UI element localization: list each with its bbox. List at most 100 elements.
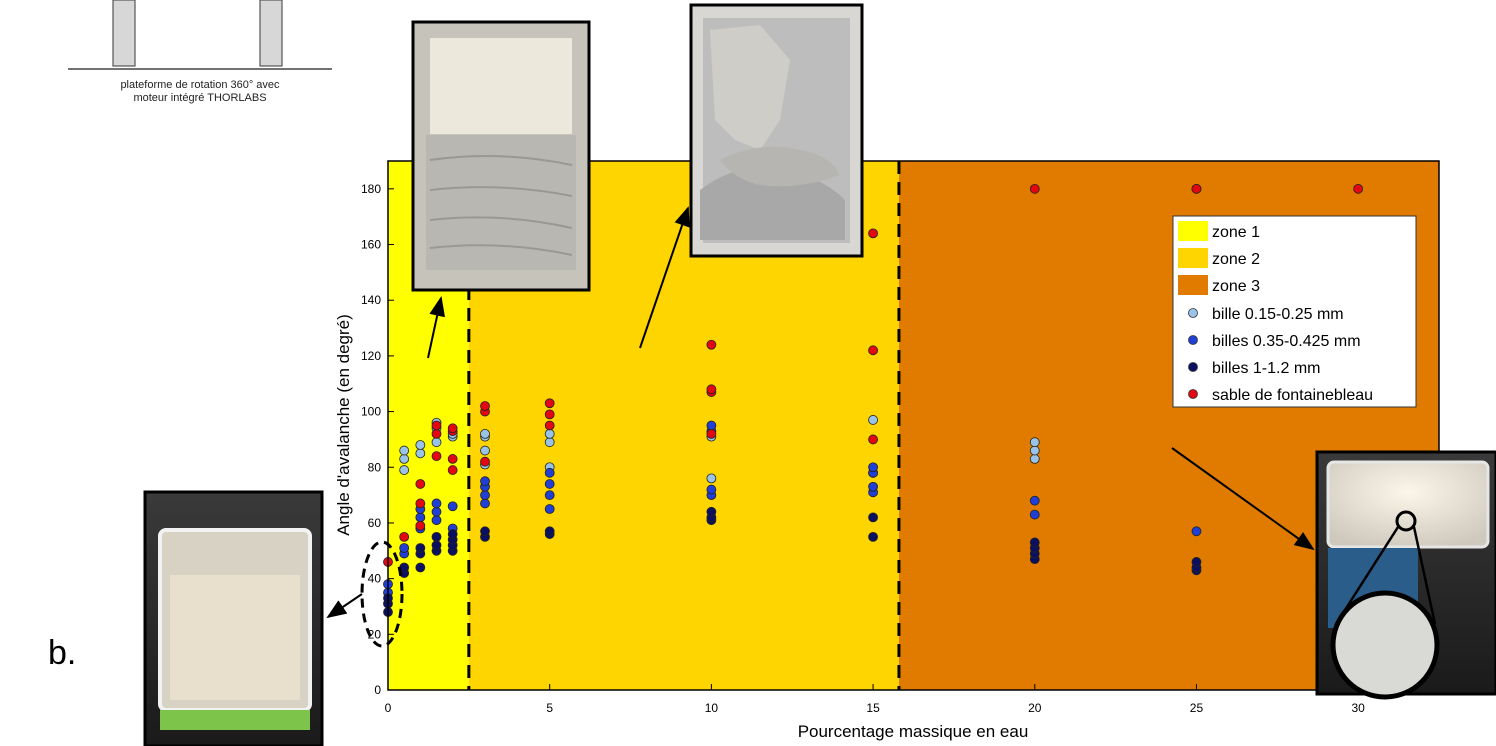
zoom-circle-large (1330, 590, 1440, 700)
point-sable (868, 434, 878, 445)
legend-swatch-zone2 (1178, 248, 1208, 268)
point-billes-1 (415, 562, 426, 573)
plot-frame (387, 160, 1440, 691)
x-tick-label: 10 (705, 701, 719, 715)
point-billes-035 (868, 481, 878, 492)
x-tick-label: 0 (385, 701, 392, 715)
point-billes-035 (1191, 526, 1202, 537)
rotation-platform-sketch (68, 0, 332, 70)
point-billes-035 (399, 543, 410, 553)
point-billes-1 (1029, 537, 1040, 548)
point-bille-015 (706, 473, 717, 484)
caption-line-2: moteur intégré THORLABS (133, 92, 267, 104)
point-sable (544, 409, 555, 420)
point-sable (480, 401, 490, 411)
apparatus-caption: plateforme de rotation 360° avec moteur … (70, 79, 330, 105)
legend-marker-billes-035 (1188, 335, 1198, 345)
point-billes-1 (431, 531, 442, 542)
arrow-to-zone1-photo (427, 296, 446, 359)
x-tick-label: 5 (546, 701, 553, 715)
legend: zone 1 zone 2 zone 3 bille 0.15-0.25 mm … (1172, 215, 1417, 408)
legend-swatch-zone1 (1178, 221, 1208, 241)
x-tick-label: 15 (866, 701, 880, 715)
y-tick-label: 20 (368, 627, 382, 641)
point-sable (1191, 183, 1202, 194)
point-billes-035 (544, 467, 555, 478)
point-billes-1 (1191, 557, 1202, 567)
legend-label-zone3: zone 3 (1212, 278, 1260, 295)
point-sable (706, 339, 717, 350)
point-billes-035 (431, 498, 442, 509)
y-tick-label: 0 (374, 683, 381, 697)
data-points (383, 183, 1364, 617)
point-billes-1 (431, 540, 442, 551)
point-billes-035 (1029, 509, 1040, 520)
y-axis-label: Angle d'avalanche (en degré) (334, 314, 353, 536)
platform-leg-left (112, 0, 136, 67)
photo-zone3-box-with-zoom (1315, 450, 1496, 700)
point-bille-015 (399, 445, 410, 456)
point-billes-035 (544, 490, 555, 501)
point-sable (1029, 183, 1040, 194)
point-billes-1 (480, 526, 490, 537)
point-sable (447, 465, 458, 475)
point-bille-015 (480, 445, 490, 456)
point-bille-015 (415, 448, 426, 459)
arrow-to-zone2-photo (639, 206, 690, 349)
point-bille-015 (399, 454, 410, 464)
point-sable (431, 428, 442, 439)
x-axis-ticks: 0 5 10 15 20 25 30 (385, 684, 1365, 715)
point-sable (399, 531, 410, 542)
y-tick-label: 140 (361, 293, 381, 307)
x-axis-label: Pourcentage massique en eau (798, 722, 1029, 741)
arrow-to-dry-photo (326, 593, 363, 619)
legend-label-zone2: zone 2 (1212, 251, 1260, 268)
point-sable (447, 454, 458, 464)
point-billes-035 (447, 501, 458, 512)
caption-line-1: plateforme de rotation 360° avec (120, 79, 280, 91)
point-billes-1 (868, 531, 878, 542)
point-bille-015 (544, 428, 555, 439)
point-sable (415, 520, 426, 531)
y-tick-label: 160 (361, 238, 381, 252)
legend-label-bille-015: bille 0.15-0.25 mm (1212, 306, 1344, 323)
point-sable (1353, 183, 1364, 194)
point-sable (415, 479, 426, 489)
point-billes-035 (480, 490, 490, 501)
y-axis-ticks: 0 20 40 60 80 100 120 140 160 180 (361, 182, 394, 697)
legend-label-zone1: zone 1 (1212, 224, 1260, 241)
legend-label-billes-035: billes 0.35-0.425 mm (1212, 333, 1361, 350)
y-tick-label: 80 (368, 460, 382, 474)
point-billes-1 (447, 529, 458, 539)
point-billes-035 (706, 420, 717, 431)
point-sable (706, 384, 717, 395)
legend-label-billes-1: billes 1-1.2 mm (1212, 360, 1320, 377)
y-tick-label: 100 (361, 405, 381, 419)
point-bille-015 (868, 415, 878, 425)
arrow-to-zone3-photo (1171, 447, 1315, 551)
x-tick-label: 25 (1190, 701, 1204, 715)
point-billes-035 (431, 506, 442, 517)
point-billes-1 (868, 512, 878, 523)
point-sable (868, 228, 878, 239)
y-tick-label: 40 (368, 572, 382, 586)
legend-swatch-zone3 (1178, 275, 1208, 295)
point-bille-015 (544, 437, 555, 448)
point-sable (868, 345, 878, 356)
point-bille-015 (431, 437, 442, 448)
point-billes-035 (480, 498, 490, 509)
point-billes-1 (544, 526, 555, 537)
zoom-circle-small (1395, 510, 1417, 532)
point-billes-035 (431, 515, 442, 526)
point-bille-015 (1029, 445, 1040, 456)
point-sable (431, 451, 442, 462)
point-billes-035 (544, 504, 555, 514)
point-billes-035 (415, 512, 426, 523)
y-tick-label: 120 (361, 349, 381, 363)
point-billes-035 (544, 479, 555, 489)
point-billes-035 (480, 476, 490, 487)
point-bille-015 (415, 440, 426, 450)
legend-label-sable: sable de fontainebleau (1212, 387, 1373, 404)
point-billes-035 (706, 484, 717, 495)
point-sable (415, 498, 426, 509)
